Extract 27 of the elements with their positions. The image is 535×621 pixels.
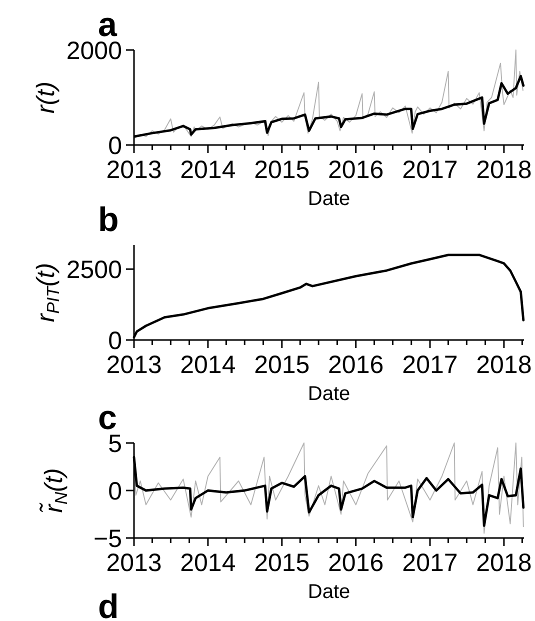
x-tick-label: 2017 xyxy=(402,156,458,184)
x-tick-label: 2017 xyxy=(402,549,458,577)
y-tick-label: 5 xyxy=(108,430,122,458)
line-series xyxy=(134,50,524,138)
x-tick-label: 2017 xyxy=(402,351,458,379)
x-tick-label: 2015 xyxy=(254,156,310,184)
y-tick-label: 0 xyxy=(108,477,122,506)
x-tick-label: 2016 xyxy=(328,156,384,184)
y-axis-title: r(t) xyxy=(32,82,60,114)
y-tick-label: 2500 xyxy=(66,256,122,284)
x-tick-label: 2018 xyxy=(476,156,532,184)
text: d xyxy=(98,588,119,621)
x-tick-label: 2015 xyxy=(254,549,310,577)
x-tick-label: 2014 xyxy=(180,351,236,379)
y-tick-label: 2000 xyxy=(66,36,122,65)
x-tick-label: 2014 xyxy=(180,156,236,184)
chart-title: b xyxy=(98,201,119,239)
x-tick-label: 2018 xyxy=(476,549,532,577)
x-tick-label: 2015 xyxy=(254,351,310,379)
x-axis-title: Date xyxy=(308,188,350,210)
x-axis-title: Date xyxy=(308,581,350,603)
x-tick-label: 2016 xyxy=(328,351,384,379)
x-tick-label: 2014 xyxy=(180,549,236,577)
x-axis-title: Date xyxy=(308,383,350,405)
x-tick-label: 2016 xyxy=(328,549,384,577)
x-tick-label: 2018 xyxy=(476,351,532,379)
line-series xyxy=(134,442,524,534)
